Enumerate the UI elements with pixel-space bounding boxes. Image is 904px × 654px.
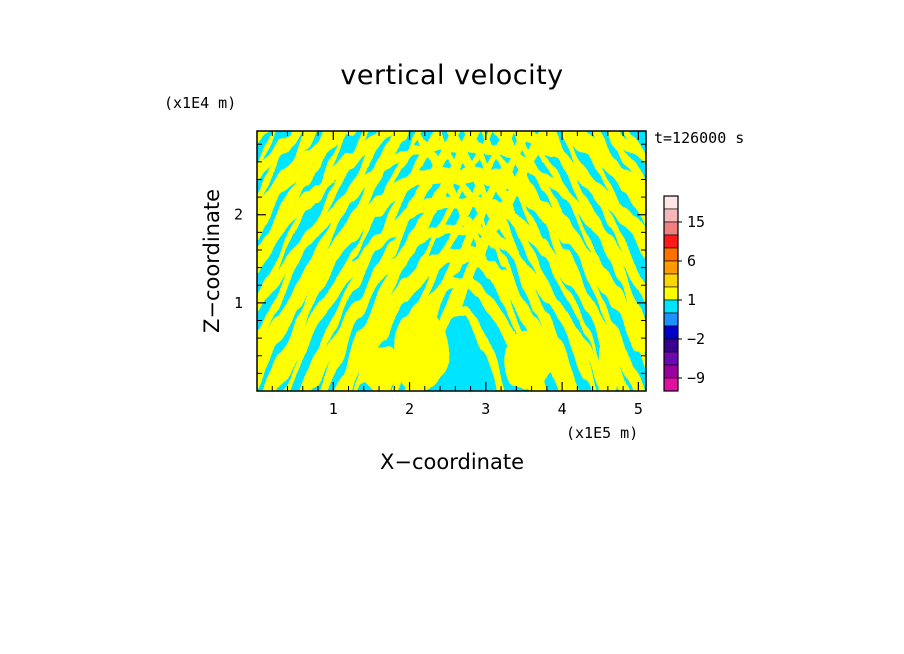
x-tick-label: 2 — [405, 400, 414, 418]
colorbar-label: 1 — [687, 291, 696, 309]
y-unit-label: (x1E4 m) — [164, 94, 236, 112]
positive-band — [542, 131, 646, 340]
x-tick-label: 1 — [329, 400, 338, 418]
positive-band — [257, 131, 279, 171]
y-tick-label: 1 — [234, 294, 243, 312]
positive-band — [257, 131, 317, 242]
positive-band — [463, 131, 596, 391]
colorbar-frame — [663, 195, 679, 392]
positive-band — [257, 131, 351, 308]
positive-blob — [361, 346, 398, 391]
colorbar-swatch — [663, 364, 679, 379]
positive-band — [528, 131, 646, 373]
chart-title: vertical velocity — [340, 60, 563, 91]
plot-frame — [256, 130, 647, 392]
colorbar-label: 6 — [687, 252, 696, 270]
positive-velocity-bands — [257, 131, 646, 391]
x-tick-label: 5 — [634, 400, 643, 418]
colorbar-swatch — [663, 260, 679, 275]
positive-band — [282, 131, 423, 391]
colorbar: 15 6 1 −2 −9 — [663, 195, 705, 392]
positive-band — [316, 131, 461, 391]
colorbar-swatch — [663, 299, 679, 314]
y-tick-label: 2 — [234, 206, 243, 224]
positive-band — [446, 131, 581, 391]
colorbar-swatch — [663, 273, 679, 288]
positive-band — [257, 131, 370, 346]
colorbar-swatch — [663, 338, 679, 353]
positive-band — [257, 131, 389, 386]
colorbar-swatch — [663, 208, 679, 223]
colorbar-swatch — [663, 377, 679, 392]
colorbar-swatch — [663, 312, 679, 327]
positive-band — [511, 131, 644, 391]
y-axis-title: Z−coordinate — [200, 189, 224, 333]
positive-band — [607, 131, 646, 204]
positive-band — [299, 131, 442, 391]
colorbar-swatch — [663, 221, 679, 236]
x-tick-label: 3 — [481, 400, 490, 418]
colorbar-swatch — [663, 351, 679, 366]
x-axis-title: X−coordinate — [380, 450, 524, 474]
colorbar-swatch — [663, 286, 679, 301]
colorbar-swatch — [663, 195, 679, 210]
colorbar-label: −9 — [687, 369, 705, 387]
positive-band — [590, 131, 646, 238]
positive-band — [624, 131, 646, 171]
positive-band — [257, 131, 337, 279]
x-unit-label: (x1E5 m) — [566, 424, 638, 442]
positive-blob — [503, 330, 552, 391]
colorbar-label: −2 — [687, 330, 705, 348]
positive-band — [261, 131, 409, 391]
colorbar-swatch — [663, 234, 679, 249]
x-axis: 1 2 3 4 5 — [271, 131, 643, 418]
colorbar-label: 15 — [687, 213, 705, 231]
positive-band — [559, 131, 646, 302]
positive-blob — [390, 311, 451, 391]
positive-band — [257, 131, 298, 206]
plot-area — [256, 130, 647, 392]
y-axis: 12 — [234, 143, 646, 374]
positive-band — [576, 131, 646, 266]
colorbar-swatch — [663, 325, 679, 340]
colorbar-swatch — [663, 247, 679, 262]
time-label: t=126000 s — [654, 129, 744, 147]
positive-blob — [597, 333, 618, 391]
x-tick-label: 4 — [558, 400, 567, 418]
